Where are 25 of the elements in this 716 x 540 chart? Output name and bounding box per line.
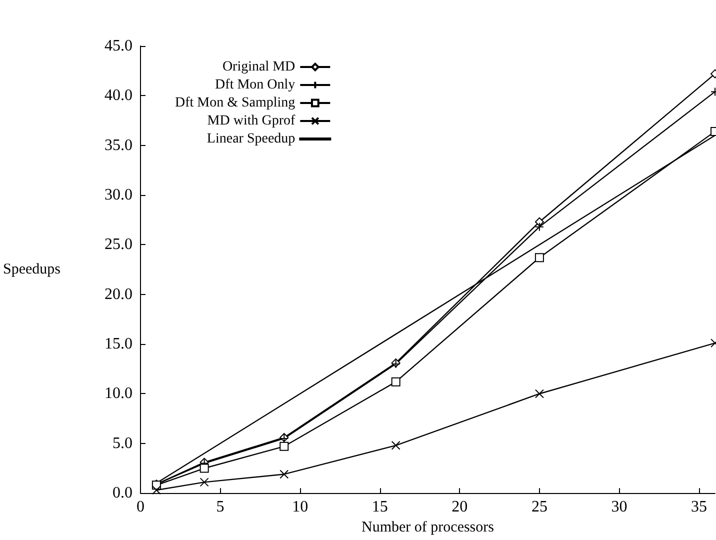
y-axis-title: Speedups: [2, 262, 61, 278]
y-tick-label: 20.0: [104, 286, 132, 303]
y-tick-label: 10.0: [104, 385, 132, 402]
x-tick-label: 35: [691, 498, 708, 516]
x-tick-label: 5: [216, 498, 224, 516]
legend-label: Original MD: [222, 60, 296, 74]
x-tick-label: 10: [292, 498, 308, 516]
x-tick-label: 20: [452, 498, 468, 516]
legend-label: Dft Mon & Sampling: [174, 96, 296, 110]
y-tick-label: 0.0: [112, 484, 132, 502]
legend-label: Dft Mon Only: [215, 78, 296, 92]
y-tick-label: 40.0: [104, 87, 132, 104]
x-tick-label: 15: [372, 498, 388, 516]
y-tick-label: 45.0: [104, 38, 132, 54]
y-tick-label: 30.0: [104, 186, 132, 204]
y-tick-label: 15.0: [104, 336, 132, 353]
y-tick-label: 35.0: [104, 136, 132, 154]
y-tick-label: 25.0: [104, 236, 132, 254]
x-tick-label: 25: [531, 498, 548, 516]
legend-label: MD with Gprof: [207, 114, 296, 128]
x-axis-title: Number of processors: [362, 520, 494, 536]
x-tick-label: 30: [611, 498, 628, 516]
y-tick-label: 5.0: [112, 434, 132, 452]
x-tick-label: 0: [136, 498, 144, 516]
legend-label: Linear Speedup: [206, 132, 296, 146]
